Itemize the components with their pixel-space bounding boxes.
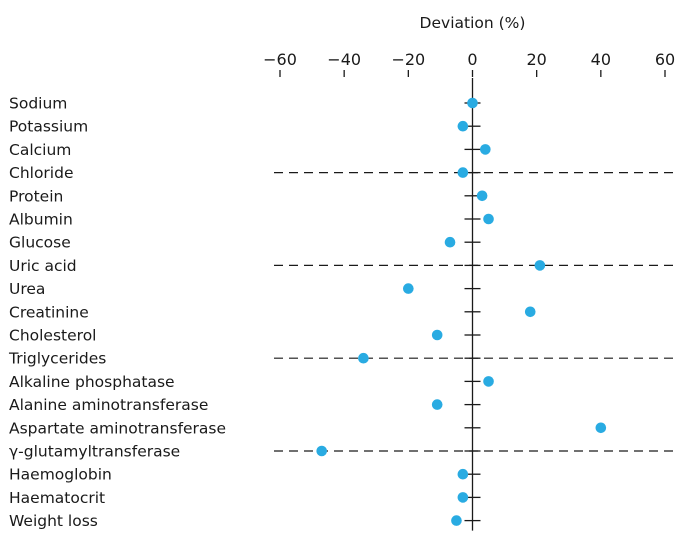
data-point xyxy=(457,167,469,178)
data-point xyxy=(467,97,478,109)
data-point xyxy=(403,283,414,294)
zero-axis xyxy=(464,78,481,531)
data-point xyxy=(483,213,494,225)
category-label: Alkaline phosphatase xyxy=(9,373,175,391)
x-tick-label: −40 xyxy=(327,50,361,69)
data-point xyxy=(534,260,546,271)
data-points xyxy=(316,97,607,526)
category-label: Triglycerides xyxy=(8,350,106,368)
category-label: Protein xyxy=(9,187,63,205)
category-labels: Sodium Potassium Calcium Chloride Protein Alb… xyxy=(8,95,226,531)
category-label: Uric acid xyxy=(9,257,77,275)
category-label: Calcium xyxy=(9,141,71,159)
category-label: Urea xyxy=(9,280,45,298)
category-label: Chloride xyxy=(9,164,74,182)
x-tick-label: 60 xyxy=(655,50,675,69)
data-point xyxy=(451,515,462,526)
category-label: Creatinine xyxy=(9,303,89,321)
category-label: γ-glutamyltransferase xyxy=(9,443,180,461)
data-point xyxy=(431,399,443,410)
data-point xyxy=(483,376,494,387)
category-label: Albumin xyxy=(9,211,73,229)
data-point xyxy=(358,352,369,364)
x-axis-ticks: −60 −40 −20 0 20 40 60 xyxy=(263,50,675,77)
category-label: Aspartate aminotransferase xyxy=(9,419,226,437)
data-point xyxy=(457,468,469,480)
x-tick-label: 0 xyxy=(467,50,477,69)
x-tick-label: −60 xyxy=(263,50,297,69)
data-point xyxy=(444,236,456,248)
data-point xyxy=(316,445,328,457)
x-axis-title: Deviation (%) xyxy=(420,14,526,32)
category-label: Potassium xyxy=(9,118,88,136)
category-label: Weight loss xyxy=(9,512,98,530)
category-label: Glucose xyxy=(9,234,71,252)
data-point xyxy=(457,492,469,503)
data-point xyxy=(476,190,488,202)
data-point xyxy=(431,329,443,341)
data-point xyxy=(595,422,607,434)
data-point xyxy=(457,120,469,132)
category-label: Haematocrit xyxy=(9,489,105,507)
category-label: Sodium xyxy=(9,95,67,113)
data-point xyxy=(480,144,491,155)
data-point xyxy=(524,306,536,318)
x-tick-label: 40 xyxy=(591,50,611,69)
category-label: Cholesterol xyxy=(9,327,96,345)
x-tick-label: −20 xyxy=(391,50,425,69)
x-tick-label: 20 xyxy=(526,50,546,69)
category-label: Alanine aminotransferase xyxy=(9,396,208,414)
category-label: Haemoglobin xyxy=(9,466,112,484)
